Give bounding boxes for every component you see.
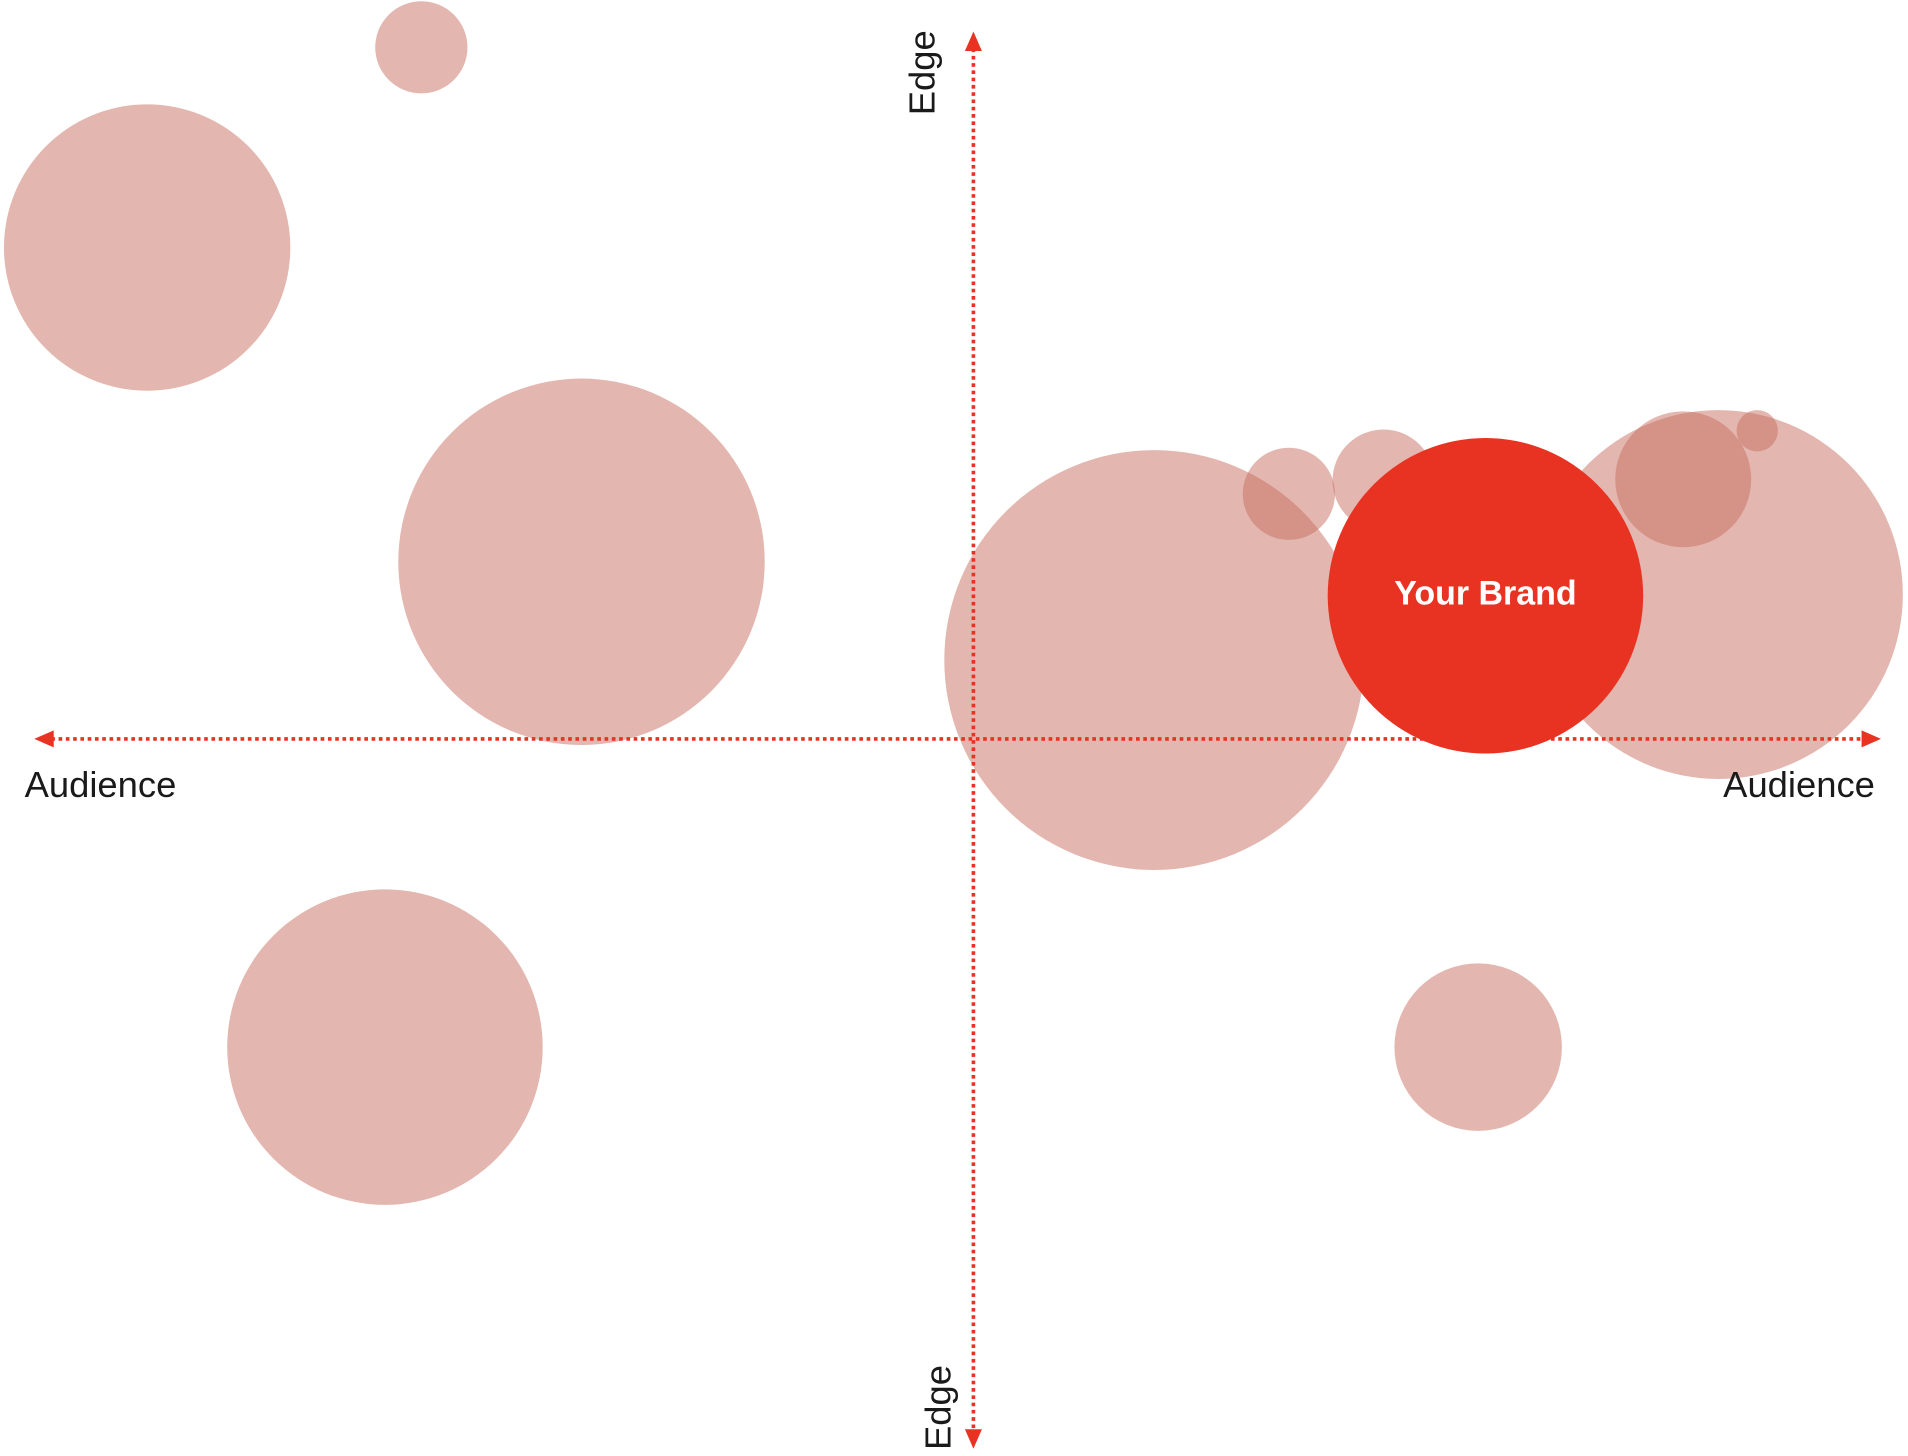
brand-bubble [1327,438,1644,754]
bubble [1242,447,1335,540]
axes [34,31,1881,1449]
arrow-right [1861,730,1881,748]
x-right-label: Audience [1723,764,1875,805]
bubble [227,889,543,1205]
bubble [1615,411,1752,548]
bubble [1736,410,1778,452]
y-top-label: Edge [901,30,942,115]
arrow-up [964,31,982,51]
x-left-label: Audience [25,764,177,805]
bubble [1394,963,1562,1131]
arrow-down [964,1429,982,1449]
bubble [944,450,1365,870]
bubble [398,378,765,745]
bubble [3,104,291,391]
arrow-left [34,730,54,748]
y-bottom-label: Edge [917,1365,958,1450]
bubble [375,1,468,94]
brand-label: Your Brand [1394,575,1576,613]
